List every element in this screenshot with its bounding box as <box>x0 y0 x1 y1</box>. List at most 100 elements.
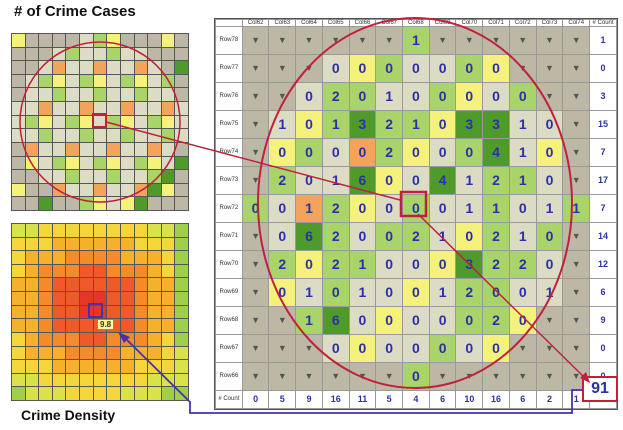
count-row-label: # Count <box>215 389 243 410</box>
table-cell: 0 <box>482 277 510 307</box>
table-cell: 1 <box>535 277 564 307</box>
table-row: Row67 ▼ ▼ ▼ 0 0 0 0 0 0 0 ▼ ▼ ▼ 0 <box>215 333 617 363</box>
density-map-cell <box>93 237 107 251</box>
count-map-cell <box>107 61 120 74</box>
density-map-cell <box>25 319 39 332</box>
map-focus-cell <box>92 113 107 128</box>
count-map-cell <box>25 197 39 210</box>
density-map-cell <box>39 360 52 373</box>
table-cell: 0 <box>428 137 457 167</box>
density-map-cell <box>80 237 93 251</box>
crime-count-table: Col62 Col63 Col64 Col65 Col66 Col67 Col68 Col69… <box>214 18 618 410</box>
count-map-cell <box>12 170 25 183</box>
table-cell: 0 <box>295 109 323 139</box>
density-map-cell <box>107 346 120 360</box>
density-map-cell <box>93 373 107 387</box>
density-map-cell <box>25 278 39 292</box>
table-cell: 0 <box>268 221 297 251</box>
count-map-cell <box>107 142 120 156</box>
row-header: Row78 <box>215 26 243 55</box>
crime-count-map <box>11 33 189 211</box>
density-map-cell <box>134 373 148 387</box>
density-map-cell <box>12 387 25 400</box>
table-cell: 0 <box>508 81 537 111</box>
count-map-cell <box>66 61 80 74</box>
table-cell: 2 <box>482 165 510 195</box>
table-cell: 0 <box>402 137 430 167</box>
count-map-cell <box>120 183 134 197</box>
density-map-cell <box>66 237 80 251</box>
count-map-cell <box>80 142 93 156</box>
table-cell: 1 <box>508 109 537 139</box>
table-cell: 1 <box>348 249 377 279</box>
density-map-cell <box>120 360 134 373</box>
row-count: 3 <box>589 81 617 111</box>
row-count: 7 <box>589 137 617 167</box>
density-map-cell <box>175 319 188 332</box>
density-map-cell <box>134 251 148 264</box>
count-map-cell <box>175 74 188 88</box>
count-map-cell <box>39 61 52 74</box>
count-map-cell <box>134 170 148 183</box>
density-map-cell <box>52 264 66 278</box>
density-map-cell <box>39 292 52 305</box>
density-map-cell <box>175 373 188 387</box>
row-header: Row73 <box>215 165 243 195</box>
count-map-cell <box>52 61 66 74</box>
table-cell: 0 <box>455 137 484 167</box>
count-map-cell <box>80 74 93 88</box>
count-map-cell <box>93 183 107 197</box>
count-map-cell <box>175 88 188 102</box>
table-cell: ▼ <box>241 305 270 335</box>
density-map-cell <box>107 278 120 292</box>
density-map-cell <box>134 360 148 373</box>
density-map-cell <box>120 264 134 278</box>
density-map-cell <box>148 346 161 360</box>
cell-to-total-arrowhead <box>580 372 590 383</box>
count-map-cell <box>161 197 175 210</box>
count-map-cell <box>148 183 161 197</box>
count-map-cell <box>66 142 80 156</box>
density-map-cell <box>66 292 80 305</box>
count-map-cell <box>52 102 66 115</box>
count-map-cell <box>148 115 161 129</box>
count-map-cell <box>39 74 52 88</box>
count-map-cell <box>175 156 188 170</box>
count-map-cell <box>120 47 134 61</box>
table-cell: 0 <box>375 221 404 251</box>
count-map-cell <box>107 156 120 170</box>
table-cell: 1 <box>428 277 457 307</box>
count-map-cell <box>134 74 148 88</box>
count-map-cell <box>66 102 80 115</box>
table-cell: ▼ <box>482 26 510 55</box>
table-cell: 0 <box>402 249 430 279</box>
density-map-cell <box>25 360 39 373</box>
density-map-cell <box>12 319 25 332</box>
count-map-cell <box>175 197 188 210</box>
table-cell: 0 <box>535 109 564 139</box>
count-map-cell <box>120 156 134 170</box>
density-map-cell <box>148 387 161 400</box>
count-map-cell <box>39 129 52 142</box>
density-map-cell <box>12 305 25 319</box>
count-map-cell <box>80 115 93 129</box>
count-map-cell <box>66 88 80 102</box>
density-map-cell <box>66 264 80 278</box>
table-cell: 0 <box>455 305 484 335</box>
count-map-cell <box>120 115 134 129</box>
count-map-cell <box>175 183 188 197</box>
count-map-cell <box>80 170 93 183</box>
density-map-cell <box>148 278 161 292</box>
count-map-cell <box>66 47 80 61</box>
table-cell: 3 <box>482 109 510 139</box>
density-map-cell <box>25 224 39 237</box>
density-map-cell <box>148 373 161 387</box>
density-map-cell <box>25 237 39 251</box>
table-cell: 2 <box>482 249 510 279</box>
row-header: Row71 <box>215 221 243 251</box>
table-cell: 0 <box>455 333 484 363</box>
count-map-cell <box>80 47 93 61</box>
density-map-cell <box>52 387 66 400</box>
density-map-cell <box>25 332 39 346</box>
